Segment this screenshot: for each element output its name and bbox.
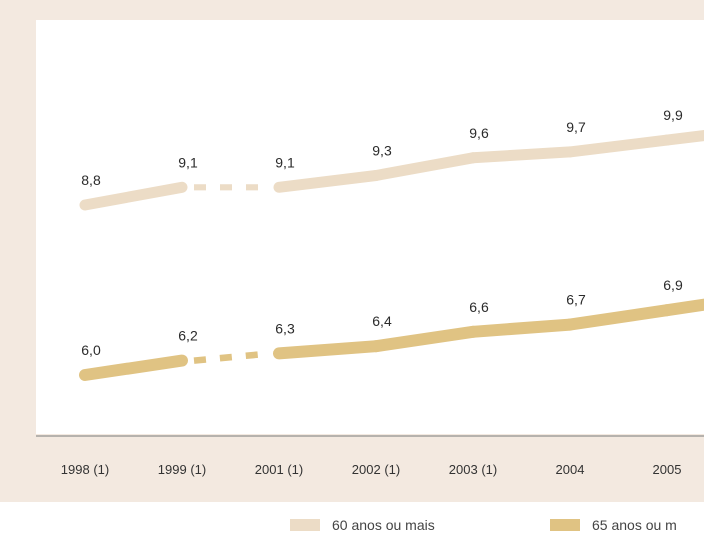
series-2-segment — [79, 354, 188, 381]
legend-item-series-1: 60 anos ou mais — [290, 517, 435, 533]
series-2-segment — [467, 318, 576, 338]
series-2-segment — [661, 298, 704, 317]
series-1-segment — [661, 130, 704, 146]
data-label: 9,6 — [469, 125, 489, 141]
data-label: 6,9 — [663, 277, 683, 293]
data-label: 9,1 — [275, 154, 295, 170]
data-label: 9,1 — [178, 154, 198, 170]
data-label: 9,9 — [663, 107, 683, 123]
legend-item-series-2: 65 anos ou m — [550, 517, 677, 533]
legend: 60 anos ou mais 65 anos ou m — [0, 517, 704, 541]
x-tick-label: 2002 (1) — [352, 462, 400, 477]
data-label: 6,2 — [178, 328, 198, 344]
data-label: 6,6 — [469, 299, 489, 315]
data-label: 8,8 — [81, 172, 101, 188]
series-2-segment — [273, 340, 382, 360]
legend-label-series-1: 60 anos ou mais — [332, 517, 435, 533]
line-chart: 1998 (1) 1999 (1) 2001 (1) 2002 (1) 2003 (1)… — [36, 107, 704, 477]
data-label: 6,0 — [81, 342, 101, 358]
data-label: 6,3 — [275, 320, 295, 336]
series-1-segment — [467, 146, 576, 164]
data-label: 9,7 — [566, 119, 586, 135]
series-2-gap-dashes — [193, 350, 272, 364]
data-label: 6,4 — [372, 313, 392, 329]
x-tick-label: 1998 (1) — [61, 462, 109, 477]
series-2-segment — [564, 304, 673, 331]
legend-label-series-2: 65 anos ou m — [592, 517, 677, 533]
series-1-segment — [273, 170, 382, 193]
series-2-segment — [370, 325, 479, 353]
x-tick-label: 2005 — [653, 462, 682, 477]
series-1-segment — [564, 134, 673, 158]
data-label: 6,7 — [566, 292, 586, 308]
legend-swatch-series-2 — [550, 519, 580, 531]
x-tick-label: 2004 — [556, 462, 585, 477]
x-tick-label: 2001 (1) — [255, 462, 303, 477]
data-label: 9,3 — [372, 143, 392, 159]
legend-swatch-series-1 — [290, 519, 320, 531]
series-1-segment — [370, 152, 479, 181]
x-tick-label: 1999 (1) — [158, 462, 206, 477]
x-tick-label: 2003 (1) — [449, 462, 497, 477]
series-1-segment — [79, 181, 188, 211]
